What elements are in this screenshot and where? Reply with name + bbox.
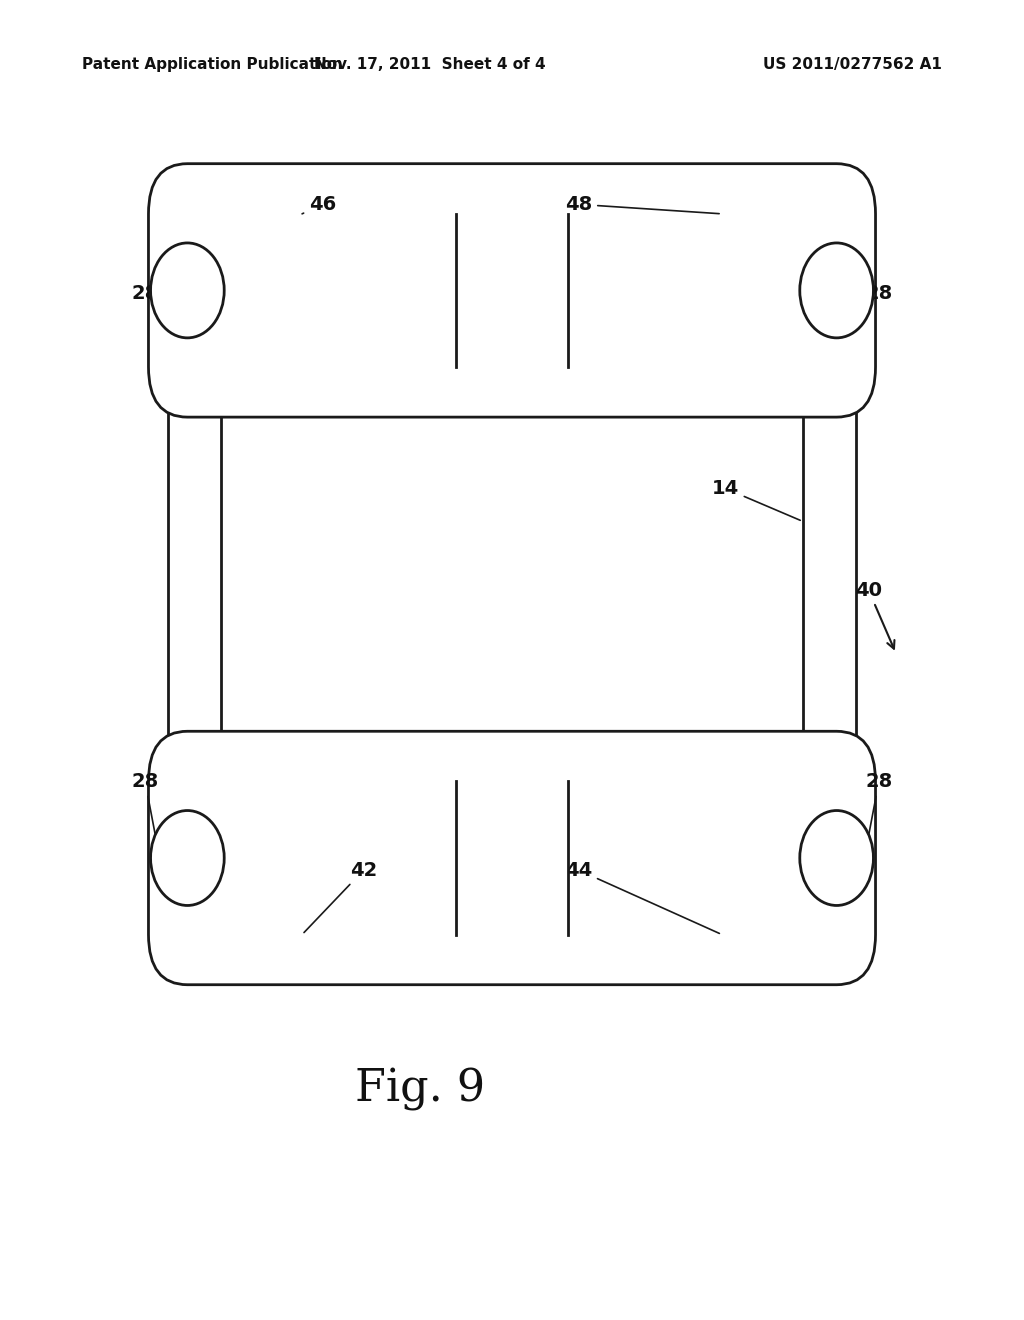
- Text: 48: 48: [565, 195, 719, 214]
- Text: 44: 44: [565, 861, 720, 933]
- Text: 28: 28: [861, 269, 893, 302]
- FancyBboxPatch shape: [148, 164, 876, 417]
- Text: US 2011/0277562 A1: US 2011/0277562 A1: [763, 57, 942, 71]
- Text: 46: 46: [302, 195, 336, 214]
- Bar: [456, 213, 568, 368]
- Text: Fig. 9: Fig. 9: [354, 1068, 485, 1110]
- Text: 28: 28: [860, 772, 893, 878]
- Circle shape: [151, 810, 224, 906]
- Text: Nov. 17, 2011  Sheet 4 of 4: Nov. 17, 2011 Sheet 4 of 4: [314, 57, 546, 71]
- Text: Patent Application Publication: Patent Application Publication: [82, 57, 343, 71]
- Text: 40: 40: [855, 581, 894, 648]
- Circle shape: [800, 810, 873, 906]
- Text: 28: 28: [131, 772, 164, 878]
- Circle shape: [151, 243, 224, 338]
- Bar: [803, 290, 856, 858]
- Text: 42: 42: [304, 861, 377, 932]
- Text: 28: 28: [131, 269, 163, 302]
- FancyBboxPatch shape: [148, 731, 876, 985]
- Bar: [456, 780, 568, 936]
- Bar: [168, 290, 221, 858]
- Circle shape: [800, 243, 873, 338]
- Text: 14: 14: [712, 479, 801, 520]
